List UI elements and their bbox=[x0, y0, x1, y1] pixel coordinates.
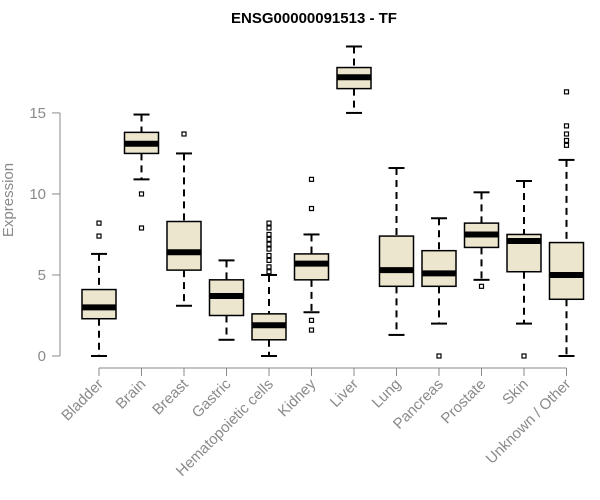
box-group bbox=[208, 259, 245, 341]
outlier-point bbox=[308, 327, 315, 333]
outlier-point bbox=[138, 225, 145, 231]
iqr-box bbox=[166, 220, 202, 271]
box-group bbox=[421, 217, 457, 359]
iqr-box bbox=[81, 288, 117, 320]
box-group bbox=[336, 45, 372, 114]
x-tick-label: Bladder bbox=[58, 376, 107, 425]
box-group bbox=[463, 191, 500, 289]
outlier-point bbox=[563, 89, 570, 95]
outlier-point bbox=[266, 252, 272, 259]
outlier-point bbox=[266, 257, 272, 263]
box-group bbox=[81, 220, 117, 357]
outlier-point bbox=[266, 231, 272, 238]
outlier-point bbox=[563, 131, 570, 137]
y-tick-label: 5 bbox=[38, 267, 46, 284]
outlier-point bbox=[266, 264, 272, 270]
outlier-point bbox=[266, 236, 272, 242]
iqr-box bbox=[293, 253, 330, 281]
box-group bbox=[293, 176, 330, 333]
x-tick-label: Breast bbox=[149, 375, 192, 418]
box-group bbox=[166, 131, 202, 307]
iqr-box bbox=[421, 249, 457, 288]
outlier-point bbox=[266, 269, 272, 275]
box-group bbox=[506, 179, 542, 359]
outlier-point bbox=[563, 142, 570, 148]
y-axis: 0 5 10 15 bbox=[29, 105, 61, 365]
x-tick-label: Prostate bbox=[438, 376, 490, 428]
outlier-point bbox=[181, 131, 187, 137]
outlier-point bbox=[563, 137, 570, 144]
y-tick-label: 0 bbox=[38, 348, 46, 365]
outlier-point bbox=[138, 191, 145, 197]
outlier-point bbox=[308, 317, 315, 323]
box-group bbox=[123, 113, 160, 231]
x-tick-label: Lung bbox=[369, 376, 405, 412]
outlier-point bbox=[436, 353, 442, 359]
iqr-box bbox=[378, 235, 415, 288]
y-tick-label: 15 bbox=[29, 105, 46, 122]
outlier-point bbox=[266, 225, 272, 231]
x-tick-label: Brain bbox=[113, 376, 150, 413]
outlier-point bbox=[563, 123, 570, 129]
outlier-point bbox=[308, 176, 315, 182]
x-tick-label: Liver bbox=[327, 376, 362, 411]
outlier-point bbox=[266, 220, 272, 226]
outlier-point bbox=[96, 220, 102, 226]
x-tick-label: Skin bbox=[499, 376, 532, 409]
y-axis-label: Expression bbox=[0, 163, 17, 237]
box-group bbox=[251, 220, 287, 357]
box-group bbox=[378, 167, 415, 336]
outlier-point bbox=[266, 246, 272, 252]
iqr-box bbox=[548, 241, 585, 301]
x-tick-label: Kidney bbox=[275, 375, 320, 420]
y-tick-label: 10 bbox=[29, 186, 46, 203]
chart-title: ENSG00000091513 - TF bbox=[231, 10, 397, 27]
box-group bbox=[548, 89, 585, 357]
outlier-point bbox=[308, 205, 315, 212]
plot-area bbox=[81, 45, 585, 359]
outlier-point bbox=[266, 241, 272, 247]
outlier-point bbox=[521, 353, 527, 359]
outlier-point bbox=[96, 233, 102, 239]
outlier-point bbox=[478, 283, 485, 289]
